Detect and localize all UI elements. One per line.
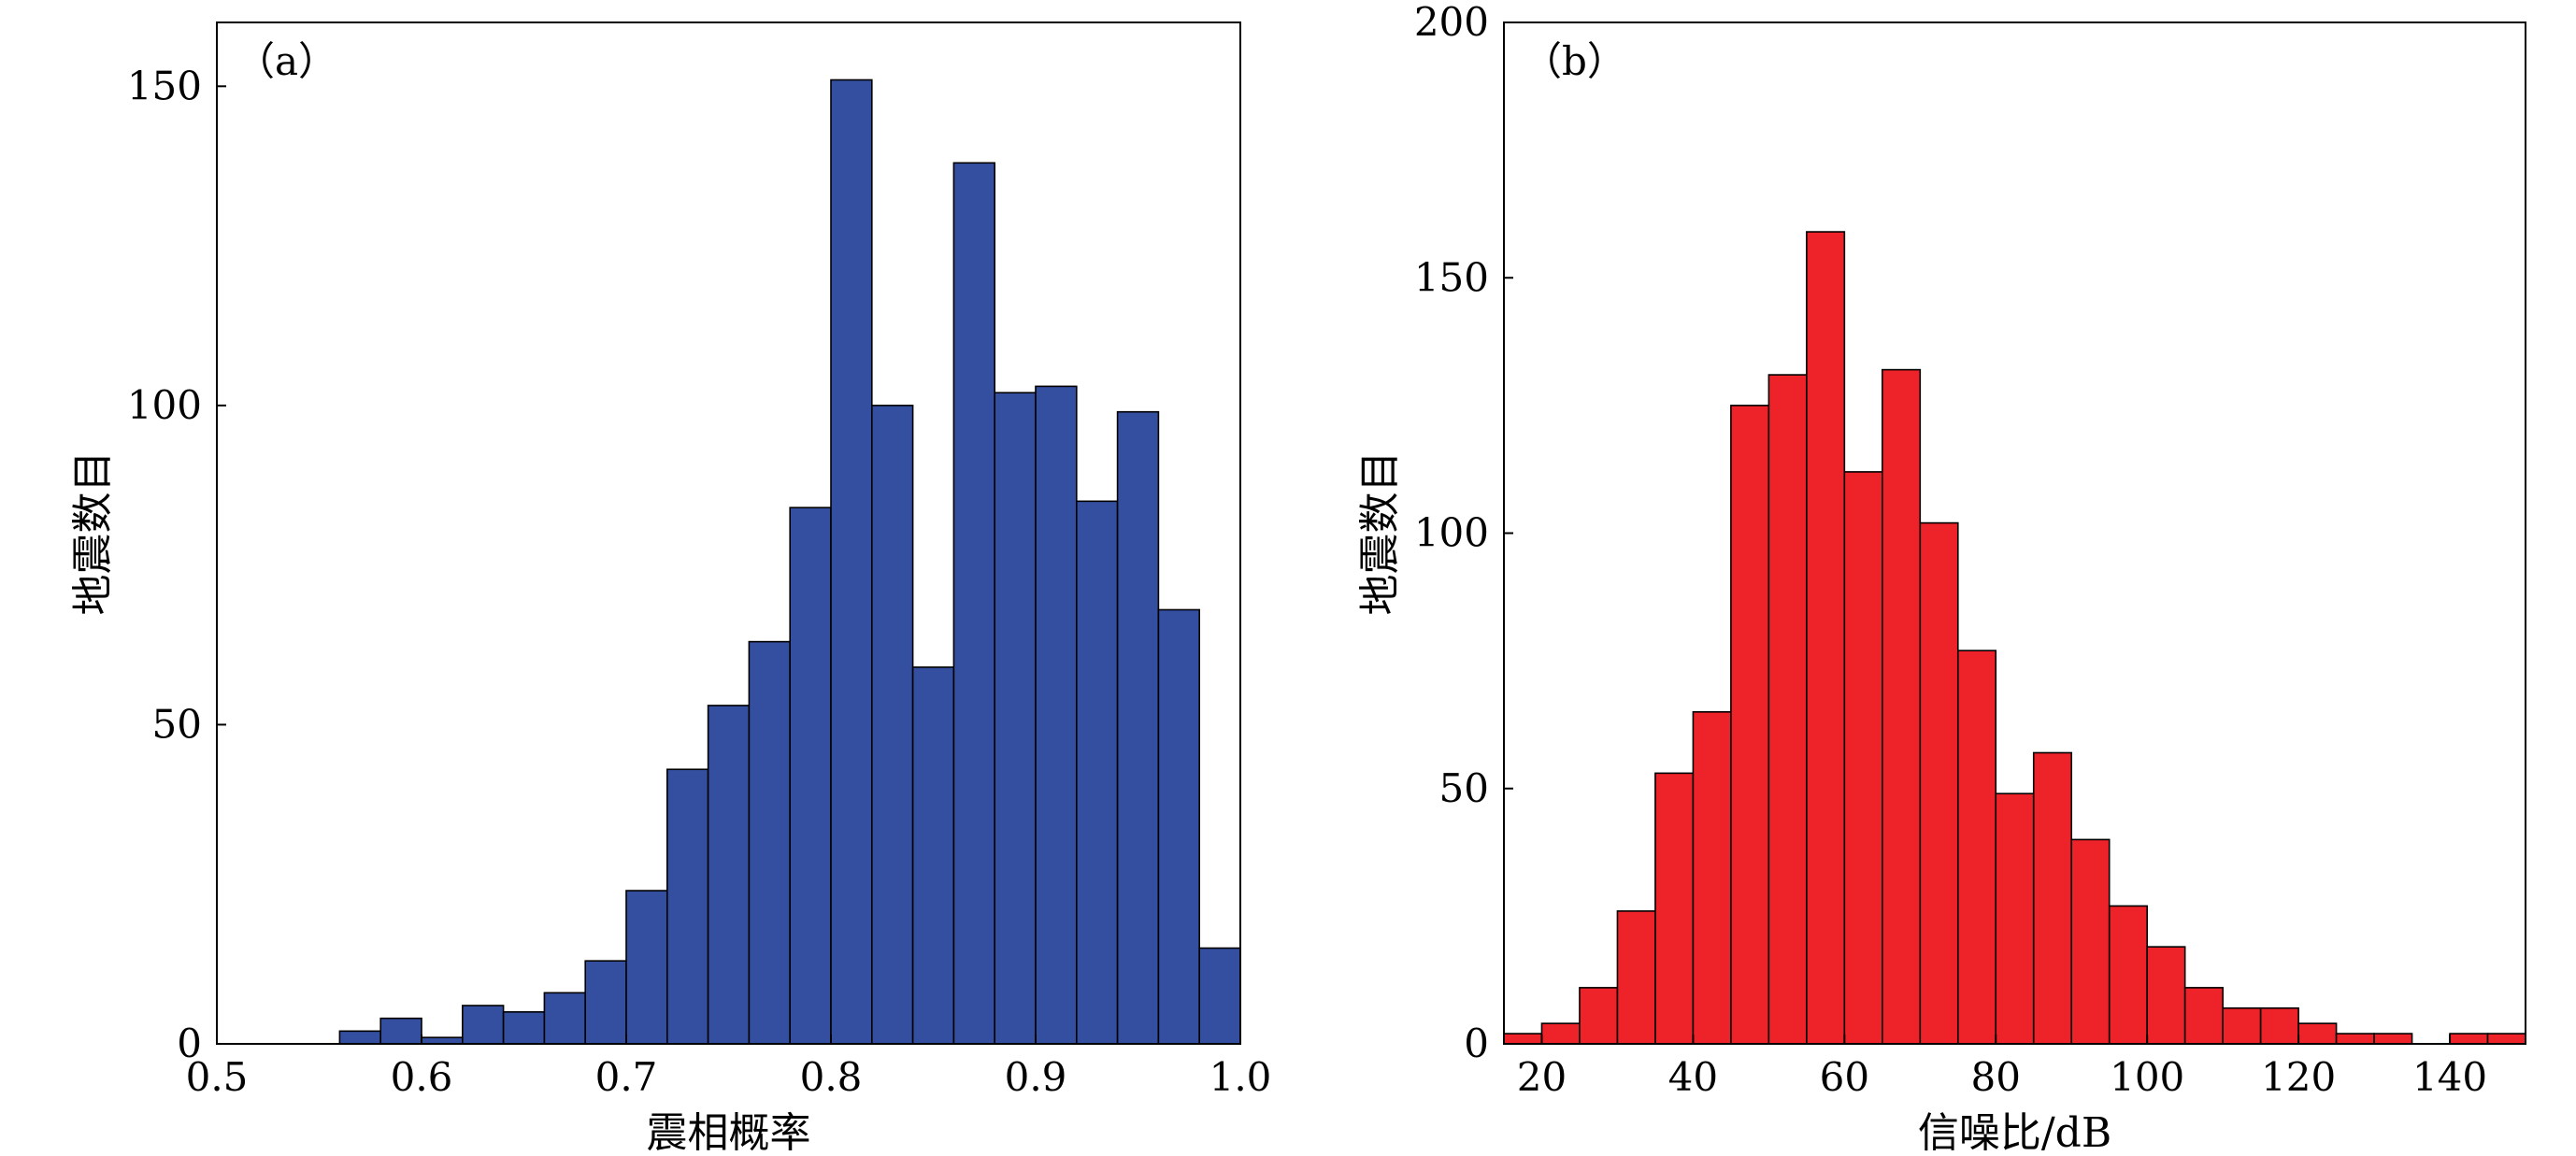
y-tick-label: 100 [127, 382, 202, 428]
histogram-bar [2449, 1033, 2489, 1045]
histogram-bar [543, 992, 587, 1045]
x-tick-label: 80 [1971, 1054, 2021, 1100]
y-axis-label: 地震数目 [1356, 451, 1404, 616]
histogram-bar [379, 1017, 422, 1045]
histogram-bar [1076, 500, 1119, 1045]
x-tick-label: 60 [1820, 1054, 1869, 1100]
x-tick-label: 1.0 [1209, 1054, 1272, 1100]
histogram-bar [1843, 471, 1883, 1045]
histogram-bar [1730, 405, 1770, 1045]
histogram-bar [421, 1036, 464, 1045]
histogram-bar [952, 162, 996, 1045]
histogram-bar [2335, 1033, 2375, 1045]
histogram-bar [461, 1005, 505, 1045]
histogram-bar [789, 507, 832, 1045]
x-tick-label: 40 [1668, 1054, 1718, 1100]
histogram-bar [625, 890, 668, 1045]
x-tick-label: 0.6 [391, 1054, 453, 1100]
y-tick-label: 150 [127, 63, 202, 108]
histogram-bar [1692, 710, 1732, 1045]
y-tick-label: 0 [177, 1020, 202, 1066]
histogram-bar [707, 705, 751, 1045]
x-tick-label: 0.9 [1005, 1054, 1067, 1100]
histogram-bar [1116, 410, 1160, 1045]
histogram-bar [1503, 1033, 1543, 1045]
histogram-bar [1767, 374, 1808, 1045]
histogram-bar [1654, 772, 1695, 1045]
x-tick-label: 0.7 [595, 1054, 658, 1100]
y-tick-label: 0 [1464, 1020, 1489, 1066]
panel-label: （a） [236, 38, 337, 84]
histogram-bar [2297, 1022, 2338, 1045]
y-tick-label: 200 [1414, 0, 1489, 45]
histogram-bar [2032, 751, 2073, 1045]
histogram-bar [502, 1011, 546, 1045]
histogram-bar [2222, 1006, 2262, 1045]
histogram-bar [870, 405, 914, 1045]
histogram-bar [1157, 608, 1201, 1045]
x-axis-label: 震相概率 [647, 1109, 811, 1156]
y-tick-label: 50 [152, 701, 202, 747]
histogram-snr: 20 40 60 80 100 120 140 0 50 100 150 200 信噪比/dB 地震数目 （… [1356, 0, 2526, 1156]
histogram-bar [911, 666, 955, 1045]
histogram-bar [1919, 521, 1959, 1045]
x-tick-label: 120 [2261, 1054, 2336, 1100]
x-tick-label: 100 [2110, 1054, 2184, 1100]
histogram-bar [1956, 649, 1997, 1045]
histogram-bar [1616, 910, 1656, 1045]
histogram-bar [584, 960, 627, 1045]
histogram-bar [2183, 987, 2224, 1045]
x-axis-label: 信噪比/dB [1918, 1109, 2111, 1156]
x-tick-label: 0.8 [800, 1054, 863, 1100]
histogram-bar [994, 392, 1037, 1045]
y-tick-label: 100 [1414, 510, 1489, 556]
x-tick-label: 20 [1517, 1054, 1567, 1100]
histogram-bar [338, 1030, 381, 1045]
axes-frame [216, 21, 1241, 1045]
histogram-bar [748, 640, 792, 1045]
histogram-bar [2259, 1006, 2299, 1045]
x-tick-label: 0.5 [186, 1054, 249, 1100]
histogram-bar [1198, 947, 1241, 1045]
histogram-bar [1579, 987, 1619, 1045]
histogram-bar [830, 78, 873, 1045]
histogram-bar [1806, 231, 1846, 1045]
histogram-bar [2486, 1033, 2526, 1045]
histogram-bar [2146, 946, 2186, 1045]
histogram-bar [2373, 1033, 2413, 1045]
panel-label: （b） [1523, 38, 1626, 84]
histogram-bar [1540, 1022, 1581, 1045]
x-tick-label: 140 [2412, 1054, 2487, 1100]
histogram-bar [1882, 368, 1922, 1045]
histogram-bar [1035, 385, 1078, 1045]
histogram-bar [2108, 905, 2148, 1045]
histogram-bar [2070, 838, 2111, 1045]
histogram-bar [1995, 792, 2035, 1045]
y-tick-label: 50 [1439, 765, 1489, 811]
y-tick-label: 150 [1414, 254, 1489, 300]
histogram-phase-probability: 0.5 0.6 0.7 0.8 0.9 1.0 0 50 100 150 震相概率 地震数目 （a） [69, 21, 1272, 1156]
y-axis-label: 地震数目 [69, 451, 117, 616]
histogram-bar [665, 768, 709, 1045]
